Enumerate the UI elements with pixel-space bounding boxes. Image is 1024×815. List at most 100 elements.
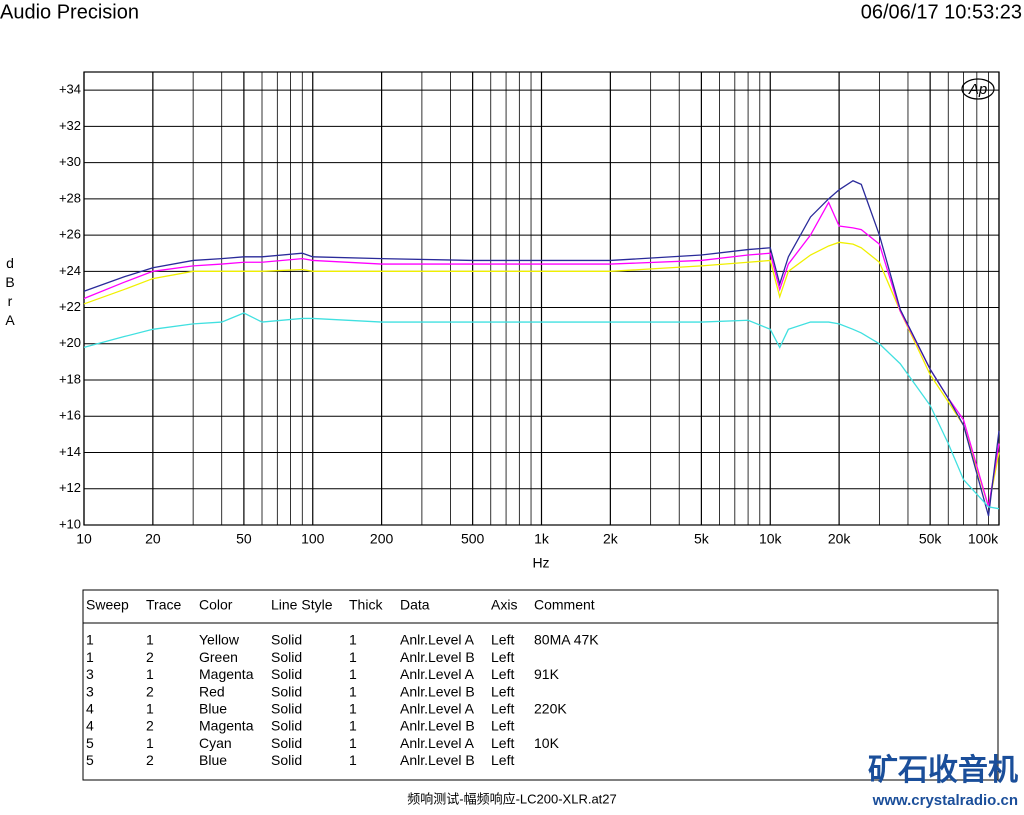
table-cell: 5: [86, 735, 94, 751]
table-cell: 1: [146, 632, 154, 648]
x-tick-label: 10k: [759, 531, 783, 547]
filename: 频响测试-幅频响应-LC200-XLR.at27: [407, 791, 617, 806]
table-cell: Blue: [199, 752, 227, 768]
table-header-cell: Trace: [146, 597, 181, 613]
y-tick-label: +12: [59, 480, 81, 495]
table-cell: 1: [349, 649, 357, 665]
table-cell: 2: [146, 649, 154, 665]
table-cell: Left: [491, 701, 514, 717]
table-cell: Anlr.Level A: [400, 701, 475, 717]
table-cell: 220K: [534, 701, 567, 717]
y-tick-label: +18: [59, 371, 81, 386]
x-tick-label: 50k: [919, 531, 943, 547]
table-cell: Anlr.Level A: [400, 632, 475, 648]
table-cell: 91K: [534, 666, 560, 682]
x-axis-label: Hz: [532, 555, 549, 571]
table-cell: 1: [349, 701, 357, 717]
table-cell: Cyan: [199, 735, 232, 751]
table-cell: Left: [491, 649, 514, 665]
table-header-cell: Axis: [491, 597, 517, 613]
table-header-cell: Thick: [349, 597, 383, 613]
table-cell: 4: [86, 718, 94, 734]
y-tick-label: +32: [59, 118, 81, 133]
y-tick-label: +26: [59, 227, 81, 242]
table-header-cell: Color: [199, 597, 233, 613]
x-tick-label: 100: [301, 531, 325, 547]
table-cell: Solid: [271, 752, 302, 768]
table-cell: 10K: [534, 735, 560, 751]
table-cell: 1: [86, 649, 94, 665]
y-tick-label: +24: [59, 263, 81, 278]
y-tick-label: +30: [59, 154, 81, 169]
table-cell: Left: [491, 666, 514, 682]
x-tick-label: 2k: [603, 531, 619, 547]
y-tick-label: +28: [59, 190, 81, 205]
x-tick-label: 200: [370, 531, 394, 547]
x-tick-label: 20: [145, 531, 161, 547]
x-tick-label: 20k: [828, 531, 852, 547]
table-header-cell: Line Style: [271, 597, 333, 613]
table-cell: Solid: [271, 632, 302, 648]
table-cell: 1: [86, 632, 94, 648]
series-line: [83, 312, 1000, 510]
table-cell: 2: [146, 683, 154, 699]
table-cell: Left: [491, 632, 514, 648]
table-cell: Anlr.Level A: [400, 735, 475, 751]
y-tick-label: +34: [59, 82, 81, 97]
table-cell: Left: [491, 735, 514, 751]
y-tick-label: +16: [59, 408, 81, 423]
table-cell: Anlr.Level B: [400, 718, 475, 734]
y-axis-label: dBr A: [5, 255, 16, 328]
table-cell: Red: [199, 683, 225, 699]
table-cell: Blue: [199, 701, 227, 717]
table-cell: Solid: [271, 735, 302, 751]
table-cell: 1: [349, 683, 357, 699]
watermark: 矿石收音机: [868, 753, 1018, 787]
table-cell: Magenta: [199, 666, 254, 682]
table-cell: Anlr.Level B: [400, 683, 475, 699]
table-cell: Yellow: [199, 632, 240, 648]
table-cell: Solid: [271, 683, 302, 699]
table-cell: 1: [349, 632, 357, 648]
x-tick-label: 10: [76, 531, 92, 547]
table-cell: 2: [146, 718, 154, 734]
table-cell: Anlr.Level B: [400, 649, 475, 665]
logo: Ap: [968, 81, 987, 98]
x-tick-label: 500: [461, 531, 485, 547]
table-frame: [82, 589, 999, 781]
table-cell: Magenta: [199, 718, 254, 734]
x-tick-label: 100k: [968, 531, 999, 547]
table-cell: 3: [86, 666, 94, 682]
table-cell: Solid: [271, 649, 302, 665]
table-cell: Solid: [271, 701, 302, 717]
y-tick-label: +20: [59, 335, 81, 350]
table-cell: 1: [349, 752, 357, 768]
timestamp: 06/06/17 10:53:23: [861, 1, 1022, 23]
table-cell: Left: [491, 718, 514, 734]
series-line: [83, 201, 1000, 508]
table-cell: 1: [146, 735, 154, 751]
table-cell: 1: [146, 701, 154, 717]
table-cell: Green: [199, 649, 238, 665]
table-cell: 1: [349, 735, 357, 751]
app-title: Audio Precision: [0, 1, 139, 23]
table-cell: 5: [86, 752, 94, 768]
y-tick-label: +10: [59, 516, 81, 531]
table-cell: Left: [491, 683, 514, 699]
y-tick-label: +14: [59, 444, 81, 459]
table-cell: 80MA 47K: [534, 632, 599, 648]
table-header-cell: Data: [400, 597, 430, 613]
table-header-cell: Sweep: [86, 597, 129, 613]
y-tick-label: +22: [59, 299, 81, 314]
x-tick-label: 5k: [694, 531, 710, 547]
x-tick-label: 1k: [534, 531, 550, 547]
table-cell: Solid: [271, 718, 302, 734]
table-cell: 2: [146, 752, 154, 768]
table-cell: Left: [491, 752, 514, 768]
series-line: [83, 179, 1000, 517]
table-cell: 4: [86, 701, 94, 717]
logo-ring: [961, 78, 995, 100]
table-cell: 3: [86, 683, 94, 699]
